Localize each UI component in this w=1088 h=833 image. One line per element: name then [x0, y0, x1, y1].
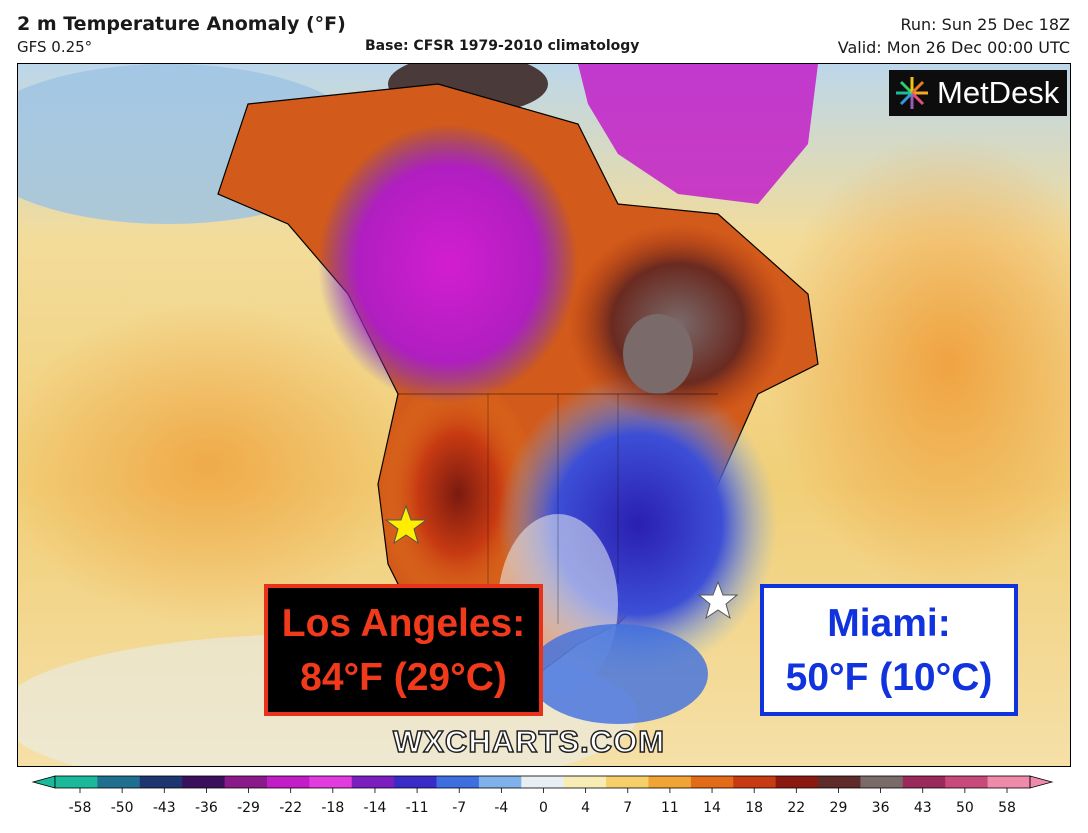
metdesk-logo: MetDesk [889, 70, 1067, 116]
colorbar-segment [818, 776, 861, 788]
colorbar-tick-label: 50 [956, 800, 974, 816]
metdesk-logo-text: MetDesk [937, 75, 1060, 110]
colorbar-segment [521, 776, 565, 788]
colorbar-tick-label: -7 [452, 800, 466, 816]
atlantic-warm-field [768, 134, 1070, 594]
colorbar-segment [182, 776, 226, 788]
colorbar-tick-label: -11 [406, 800, 429, 816]
colorbar-segment [860, 776, 904, 788]
colorbar-tick-label: 4 [581, 800, 590, 816]
colorbar-segment [563, 776, 607, 788]
colorbar-tick-label: -18 [321, 800, 344, 816]
colorbar-segment [478, 776, 522, 788]
wxcharts-watermark: WXCHARTS.COM [392, 723, 666, 760]
colorbar-tick-label: 22 [787, 800, 805, 816]
colorbar-tick-label: 58 [998, 800, 1016, 816]
los-angeles-callout: Los Angeles: 84°F (29°C) [264, 584, 543, 716]
colorbar-segment [55, 776, 98, 788]
colorbar-tick-label: -14 [364, 800, 387, 816]
colorbar-tick-label: 29 [830, 800, 848, 816]
colorbar-tick-label: -4 [494, 800, 508, 816]
colorbar-segment [648, 776, 692, 788]
colorbar-tick-label: 36 [872, 800, 890, 816]
colorbar-tick-label: 18 [745, 800, 763, 816]
canada-cold-field [318, 124, 578, 404]
colorbar-min-arrow [31, 775, 56, 789]
colorbar-segment [606, 776, 649, 788]
miami-callout: Miami: 50°F (10°C) [760, 584, 1018, 716]
model-label: GFS 0.25° [17, 38, 93, 56]
colorbar-segment [394, 776, 438, 788]
colorbar-segment [309, 776, 353, 788]
colorbar-tick-label: -58 [69, 800, 92, 816]
west-us-warm-field [378, 374, 538, 614]
colorbar-segment [987, 776, 1031, 788]
los-angeles-callout-temp: 84°F (29°C) [300, 656, 507, 699]
pacific-warm-field [18, 304, 418, 624]
colorbar-tick-label: -43 [153, 800, 176, 816]
colorbar-tick-label: 14 [703, 800, 721, 816]
los-angeles-callout-city: Los Angeles: [281, 602, 526, 645]
los-angeles-marker [384, 504, 428, 545]
colorbar-max-arrow [1029, 775, 1054, 789]
colorbar-tick-label: 11 [661, 800, 679, 816]
hudson-grey-field [623, 314, 693, 394]
colorbar-segment [351, 776, 395, 788]
colorbar-segment [902, 776, 946, 788]
colorbar-segment [436, 776, 480, 788]
miami-callout-city: Miami: [827, 602, 951, 645]
chart-title: 2 m Temperature Anomaly (°F) [17, 13, 346, 35]
colorbar-segment [139, 776, 183, 788]
colorbar-tick-label: 0 [539, 800, 548, 816]
colorbar-segment [945, 776, 989, 788]
colorbar-segment [690, 776, 734, 788]
miami-callout-temp: 50°F (10°C) [785, 656, 993, 699]
metdesk-burst-icon [896, 77, 928, 109]
miami-marker [697, 580, 739, 620]
colorbar-tick-label: -36 [195, 800, 218, 816]
greenland-field [578, 64, 818, 204]
colorbar-tick-label: 7 [623, 800, 632, 816]
colorbar-tick-label: -50 [111, 800, 134, 816]
gulf-cold-field [528, 624, 708, 724]
colorbar: -58 -50 -43 -36 -29 -22 -18 -14 -11 -7 -4 0 4 7 11 14 18… [31, 775, 1054, 816]
colorbar-tick-label: -22 [279, 800, 302, 816]
colorbar-segment [266, 776, 310, 788]
colorbar-segment [97, 776, 141, 788]
run-label: Run: Sun 25 Dec 18Z [900, 15, 1071, 34]
colorbar-segment [224, 776, 268, 788]
base-label: Base: CFSR 1979-2010 climatology [365, 38, 640, 54]
valid-label: Valid: Mon 26 Dec 00:00 UTC [837, 38, 1070, 57]
colorbar-segment [775, 776, 819, 788]
colorbar-tick-label: -29 [237, 800, 260, 816]
colorbar-tick-label: 43 [914, 800, 932, 816]
colorbar-segment [733, 776, 777, 788]
